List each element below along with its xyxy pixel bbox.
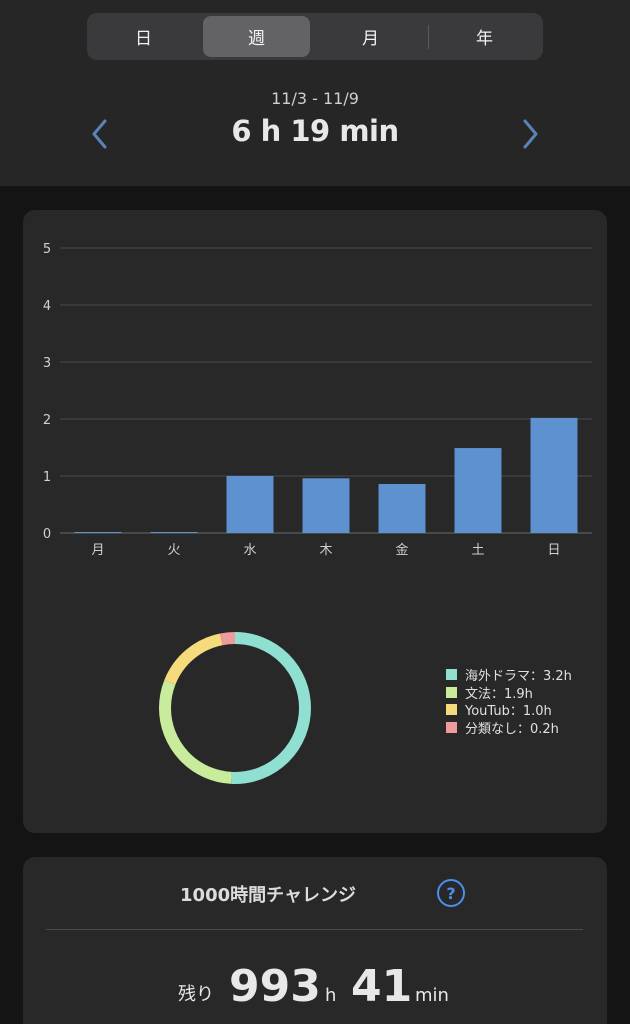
date-range: 11/3 - 11/9: [271, 89, 359, 108]
chevron-left-icon: [92, 119, 107, 149]
bar: [454, 448, 502, 533]
minutes-unit: min: [415, 985, 449, 1006]
bar: [150, 532, 198, 533]
tab-month[interactable]: 月: [362, 29, 379, 49]
previous-week-button[interactable]: [88, 118, 112, 150]
y-tick-label: 3: [43, 356, 51, 371]
y-tick-label: 0: [43, 527, 51, 542]
legend-label: YouTub：1.0h: [465, 704, 552, 720]
tab-day[interactable]: 日: [135, 29, 152, 49]
bar: [74, 532, 122, 533]
x-tick-label: 金: [395, 542, 408, 558]
x-tick-label: 木: [319, 543, 332, 558]
remaining-minutes: 41: [351, 961, 413, 1012]
bar: [302, 478, 350, 533]
divider: [46, 929, 583, 930]
help-icon[interactable]: ?: [437, 879, 465, 907]
legend-item: 文法：1.9h: [446, 684, 572, 702]
bar: [226, 476, 274, 533]
bar: [530, 417, 578, 533]
legend-swatch: [446, 669, 457, 681]
donut-slice: [159, 632, 311, 784]
legend-item: 分類なし：0.2h: [446, 719, 572, 737]
legend-swatch: [446, 721, 457, 733]
period-segmented-control: 日 週 月 年: [87, 13, 543, 60]
hours-unit: h: [325, 985, 337, 1006]
y-tick-label: 2: [43, 413, 51, 428]
y-tick-label: 1: [43, 470, 51, 485]
header: 日 週 月 年 11/3 - 11/9 6 h 19 min: [0, 0, 630, 186]
next-week-button[interactable]: [518, 118, 542, 150]
category-donut-chart: [159, 632, 311, 784]
legend-label: 分類なし：0.2h: [465, 721, 559, 737]
legend-swatch: [446, 686, 457, 698]
legend-item: 海外ドラマ：3.2h: [446, 666, 572, 684]
y-tick-label: 5: [43, 242, 51, 257]
chevron-right-icon: [523, 119, 538, 149]
x-tick-label: 火: [167, 543, 180, 558]
segment-divider: [428, 25, 429, 49]
remaining-label: 残り: [178, 984, 214, 1005]
challenge-card: [23, 857, 607, 1024]
tab-week[interactable]: 週: [203, 16, 310, 57]
bar: [378, 483, 426, 533]
remaining-time: 残り 993 h 41 min: [0, 960, 630, 1020]
x-tick-label: 月: [91, 543, 104, 558]
x-tick-label: 土: [471, 543, 484, 558]
donut-slice: [159, 632, 311, 784]
tab-year[interactable]: 年: [476, 29, 493, 49]
legend-label: 海外ドラマ：3.2h: [465, 669, 572, 685]
remaining-hours: 993: [229, 961, 321, 1012]
challenge-title: 1000時間チャレンジ: [180, 885, 356, 906]
total-time: 6 h 19 min: [231, 114, 399, 148]
donut-legend: 海外ドラマ：3.2h 文法：1.9h YouTub：1.0h 分類なし：0.2h: [446, 666, 572, 737]
x-tick-label: 日: [547, 543, 560, 558]
legend-item: YouTub：1.0h: [446, 701, 572, 719]
y-tick-label: 4: [43, 299, 51, 314]
legend-swatch: [446, 704, 457, 716]
weekly-bar-chart: 0 1 2 3 4 5 月 火 水 木 金 土 日: [43, 242, 592, 558]
legend-label: 文法：1.9h: [465, 686, 533, 702]
x-tick-label: 水: [243, 543, 256, 558]
